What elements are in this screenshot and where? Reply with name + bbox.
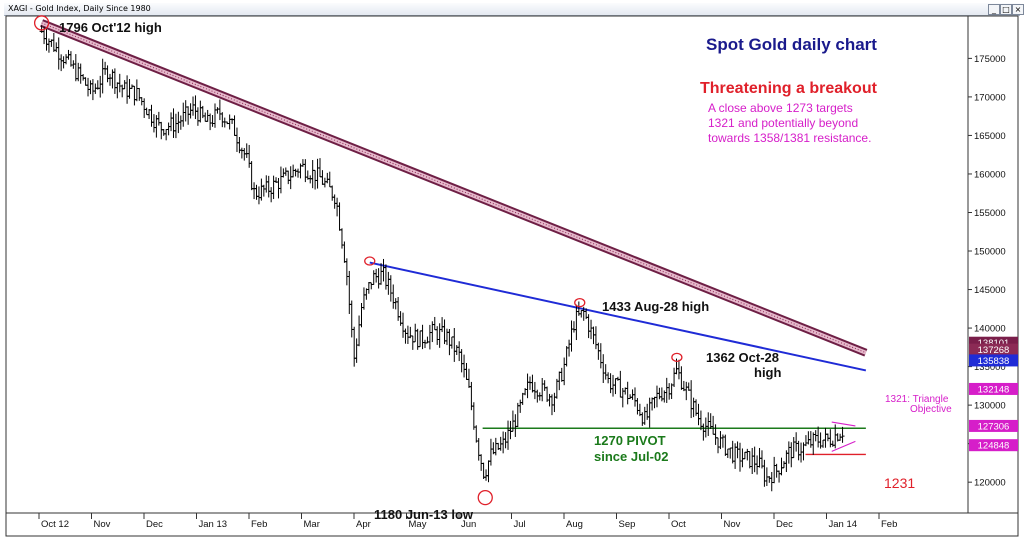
time-tick-label: Mar — [304, 519, 320, 530]
price-tick-label: 160000 — [974, 169, 1006, 180]
price-badge-label: 132148 — [978, 384, 1010, 395]
time-tick-label: Feb — [881, 519, 897, 530]
time-tick-label: Oct — [671, 519, 686, 530]
window-title: XAGI - Gold Index, Daily Since 1980 — [8, 4, 151, 13]
price-tick-label: 175000 — [974, 54, 1006, 65]
time-tick-label: Sep — [619, 519, 636, 530]
annotation-1231: 1231 — [884, 475, 915, 491]
annotation-oct12-high: 1796 Oct'12 high — [59, 20, 162, 35]
annotation-pivot-line1: 1270 PIVOT — [594, 433, 666, 448]
time-tick-label: Dec — [776, 519, 793, 530]
maximize-button[interactable]: □ — [1000, 4, 1012, 15]
price-tick-label: 140000 — [974, 324, 1006, 335]
price-bars — [39, 25, 845, 492]
price-tick-label: 120000 — [974, 478, 1006, 489]
triangle-lower-line — [831, 440, 856, 452]
blue-trend-line — [369, 261, 867, 372]
time-tick-label: May — [409, 519, 427, 530]
time-tick-label: Nov — [724, 519, 741, 530]
time-tick-label: Apr — [356, 519, 371, 530]
price-badge — [969, 419, 1018, 432]
time-tick-label: Feb — [251, 519, 267, 530]
price-tick-label: 145000 — [974, 285, 1006, 296]
markers — [33, 15, 683, 506]
note-line-2: 1321 and potentially beyond — [708, 116, 858, 130]
price-badge — [969, 382, 1018, 395]
chart-subtitle: Threatening a breakout — [700, 80, 878, 97]
price-badge — [969, 343, 1018, 356]
annotation-aug28-high: 1433 Aug-28 high — [602, 299, 709, 314]
time-tick-label: Jan 14 — [829, 519, 858, 530]
price-tick-label: 170000 — [974, 92, 1006, 103]
minimize-button[interactable]: _ — [988, 4, 1000, 15]
time-tick-label: Aug — [566, 519, 583, 530]
time-tick-label: Nov — [94, 519, 111, 530]
price-badge — [969, 439, 1018, 452]
price-tick-label: 150000 — [974, 247, 1006, 258]
time-axis: Oct 12 Nov Dec Jan 13 Feb Mar Apr May Jun Jul Aug S… — [5, 512, 1019, 537]
price-badge-label: 127306 — [978, 421, 1010, 432]
annotation-oct28-high-line1: 1362 Oct-28 — [706, 350, 779, 365]
price-tick-label: 135000 — [974, 362, 1006, 373]
annotation-pivot-line2: since Jul-02 — [594, 449, 668, 464]
price-badges: 138101137268135838132148127306124848 — [969, 336, 1018, 452]
time-tick-label: Jun — [461, 519, 476, 530]
may-high-marker — [364, 256, 376, 266]
note-line-3: towards 1358/1381 resistance. — [708, 131, 871, 145]
oct28-high-marker — [671, 352, 683, 363]
price-tick-label: 130000 — [974, 401, 1006, 412]
annotation-triangle-line1: 1321: Triangle — [885, 394, 949, 405]
trendlines — [40, 19, 868, 456]
price-badge-label: 137268 — [978, 345, 1010, 356]
oct12-high-marker — [33, 15, 50, 31]
price-tick-label: 155000 — [974, 208, 1006, 219]
chart-title: Spot Gold daily chart — [706, 35, 877, 54]
price-badge-label: 124848 — [978, 441, 1010, 452]
note-line-1: A close above 1273 targets — [708, 101, 853, 115]
annotation-jun13-low: 1180 Jun-13 low — [374, 507, 474, 522]
triangle-upper-line — [831, 421, 856, 427]
time-tick-label: Jul — [514, 519, 526, 530]
annotation-oct28-high-line2: high — [754, 365, 781, 380]
price-tick-label: 165000 — [974, 131, 1006, 142]
annotation-triangle-line2: Objective — [910, 404, 952, 415]
time-tick-label: Dec — [146, 519, 163, 530]
price-badge — [969, 354, 1018, 367]
time-tick-label: Oct 12 — [41, 519, 69, 530]
time-tick-label: Jan 13 — [199, 519, 228, 530]
aug28-high-marker — [574, 297, 586, 308]
price-badge-label: 135838 — [978, 356, 1010, 367]
long-downtrend-line-core — [41, 22, 867, 354]
jun13-low-marker — [477, 489, 493, 506]
